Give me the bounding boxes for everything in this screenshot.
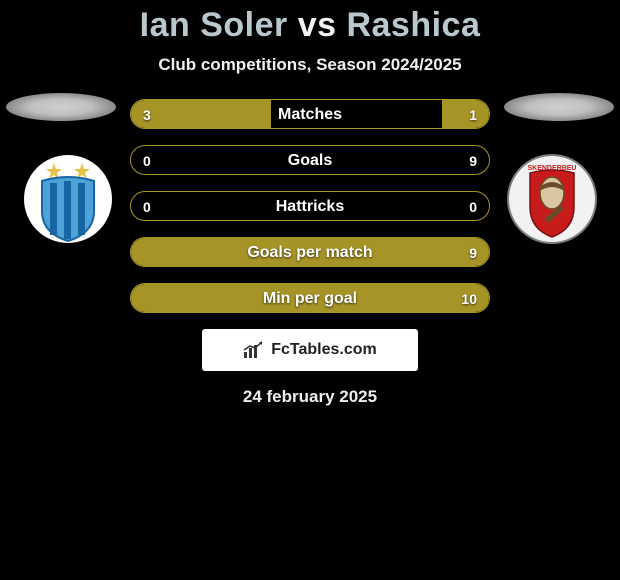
- stat-label: Min per goal: [131, 284, 489, 313]
- player1-crest: [20, 151, 116, 247]
- stat-row: 31Matches: [130, 99, 490, 129]
- stat-row: 10Min per goal: [130, 283, 490, 313]
- stat-row: 09Goals: [130, 145, 490, 175]
- stat-label: Goals: [131, 146, 489, 175]
- svg-text:SKENDERBEU: SKENDERBEU: [527, 165, 576, 172]
- brand-text: FcTables.com: [271, 341, 377, 359]
- tirana-crest-icon: [20, 151, 116, 247]
- player2-shadow: [504, 93, 614, 121]
- player2-name: Rashica: [346, 6, 480, 44]
- stat-label: Goals per match: [131, 238, 489, 267]
- vs-label: vs: [298, 6, 337, 44]
- stats-list: 31Matches 09Goals 00Hattricks 9Goals per ma…: [130, 99, 490, 313]
- stat-label: Hattricks: [131, 192, 489, 221]
- chart-icon: [243, 341, 265, 359]
- brand-box: FcTables.com: [202, 329, 418, 371]
- page-title: Ian Soler vs Rashica: [0, 0, 620, 45]
- date-stamp: 24 february 2025: [0, 387, 620, 407]
- stat-label: Matches: [131, 100, 489, 129]
- subtitle: Club competitions, Season 2024/2025: [0, 55, 620, 75]
- stat-row: 00Hattricks: [130, 191, 490, 221]
- player1-shadow: [6, 93, 116, 121]
- skenderbeu-crest-icon: SKENDERBEU: [504, 151, 600, 247]
- stat-row: 9Goals per match: [130, 237, 490, 267]
- player1-name: Ian Soler: [140, 6, 288, 44]
- comparison-area: SKENDERBEU 31Matches 09Goals 00Hattricks 9G…: [0, 99, 620, 407]
- player2-crest: SKENDERBEU: [504, 151, 600, 247]
